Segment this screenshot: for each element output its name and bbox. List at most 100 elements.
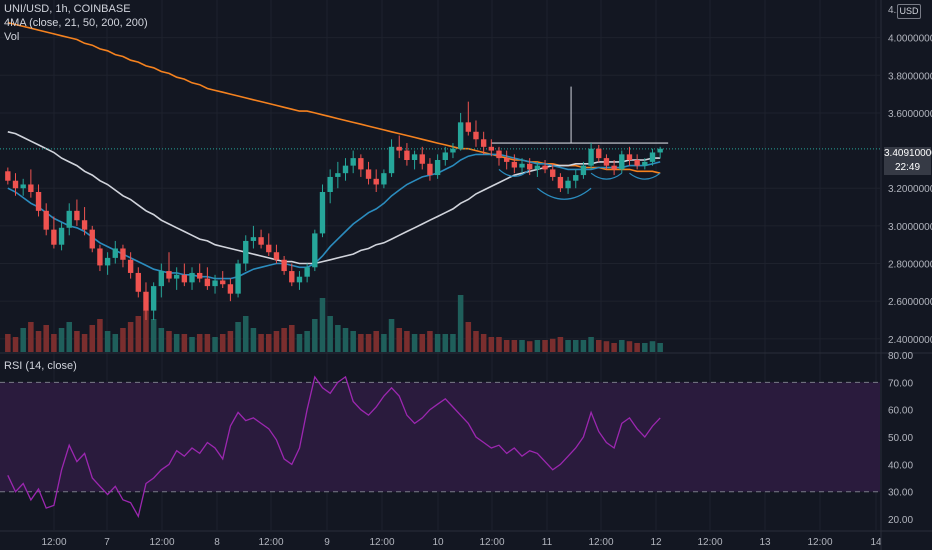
candle-body (189, 272, 195, 283)
candle-body (166, 271, 172, 279)
volume-bar (511, 340, 518, 352)
candle-body (66, 210, 72, 228)
volume-bar (227, 331, 234, 352)
volume-bar (35, 331, 42, 352)
candle-body (173, 274, 180, 279)
price-tick-label: 3.80000000 (888, 71, 932, 82)
candle-body (634, 160, 640, 166)
candle-body (465, 122, 471, 132)
candle-body (304, 267, 310, 277)
candle-body (327, 176, 333, 192)
candle-body (58, 227, 65, 245)
symbol-legend[interactable]: UNI/USD, 1h, COINBASE (4, 3, 131, 15)
volume-bar (43, 325, 49, 352)
candle-body (220, 280, 226, 285)
candle-body (266, 244, 272, 253)
rsi-tick-label: 50.00 (888, 433, 913, 444)
volume-bar (488, 337, 495, 352)
moving-average-legend[interactable]: 4MA (close, 21, 50, 200, 200) (4, 17, 148, 29)
candle-body (580, 165, 587, 176)
pattern-arc (590, 172, 623, 180)
time-tick-label: 12:00 (588, 537, 613, 548)
candle-body (81, 220, 88, 230)
candle-body (319, 192, 326, 234)
last-price-tag: 3.40910000 (884, 147, 932, 161)
volume-bar (626, 341, 633, 352)
volume-bar (358, 334, 364, 352)
volume-bar (480, 334, 487, 352)
volume-bar (342, 328, 349, 352)
volume-bar (104, 331, 111, 352)
volume-bar (127, 322, 134, 352)
price-tick-label: 4.00000000 (888, 34, 932, 45)
volume-bar (266, 334, 272, 352)
candle-body (404, 150, 410, 160)
rsi-legend[interactable]: RSI (14, close) (4, 360, 77, 372)
volume-bar (619, 340, 625, 352)
candle-countdown-tag: 22:49 (884, 161, 931, 175)
candle-body (457, 122, 464, 149)
volume-bar (327, 316, 333, 352)
volume-bar (120, 328, 126, 352)
volume-bar (503, 340, 510, 352)
candle-body (350, 158, 356, 166)
price-tick-label: 2.80000000 (888, 260, 932, 271)
candle-body (642, 161, 648, 166)
rsi-overbought-oversold-band (0, 382, 880, 492)
volume-bar (143, 310, 149, 352)
rsi-tick-label: 30.00 (888, 488, 913, 499)
volume-bar (365, 334, 372, 352)
volume-bar (319, 298, 326, 352)
volume-bar (396, 328, 402, 352)
candle-body (419, 154, 425, 164)
candle-body (396, 146, 402, 151)
volume-bar (181, 334, 188, 352)
volume-bar (473, 331, 479, 352)
volume-bar (81, 334, 88, 352)
candle-body (626, 154, 633, 160)
volume-bar (388, 319, 395, 352)
volume-bar (51, 334, 57, 352)
candle-body (120, 248, 126, 260)
candle-body (5, 171, 11, 181)
candle-body (373, 178, 379, 185)
volume-bar (404, 331, 410, 352)
candle-body (227, 284, 234, 294)
volume-bar (58, 328, 65, 352)
candle-body (611, 165, 617, 170)
candle-body (442, 152, 448, 160)
volume-bar (572, 340, 579, 352)
price-tick-label: 3.60000000 (888, 109, 932, 120)
price-tick-label: 2.60000000 (888, 297, 932, 308)
candle-body (550, 169, 556, 177)
candle-body (473, 131, 479, 140)
volume-bar (457, 295, 464, 352)
volume-bar (97, 319, 103, 352)
candle-body (603, 158, 610, 166)
candle-body (365, 169, 372, 179)
time-tick-label: 12:00 (369, 537, 394, 548)
volume-bar (450, 334, 456, 352)
pattern-arc (536, 187, 592, 200)
price-tick-label-top: 4.2 (888, 5, 902, 16)
volume-bar (235, 322, 241, 352)
volume-bar (74, 331, 80, 352)
currency-badge[interactable]: USD (897, 4, 921, 19)
volume-bar (89, 325, 96, 352)
candle-body (542, 165, 548, 170)
candle-body (496, 150, 502, 159)
volume-bar (5, 334, 11, 352)
candle-body (519, 163, 525, 168)
candle-body (557, 176, 564, 189)
candle-body (312, 233, 318, 268)
volume-bar (212, 337, 218, 352)
volume-bars (5, 295, 663, 352)
volume-bar (434, 334, 441, 352)
volume-bar (135, 316, 142, 352)
volume-legend[interactable]: Vol (4, 31, 20, 43)
pattern-arc (629, 172, 661, 180)
volume-bar (196, 334, 203, 352)
volume-bar (465, 322, 472, 352)
